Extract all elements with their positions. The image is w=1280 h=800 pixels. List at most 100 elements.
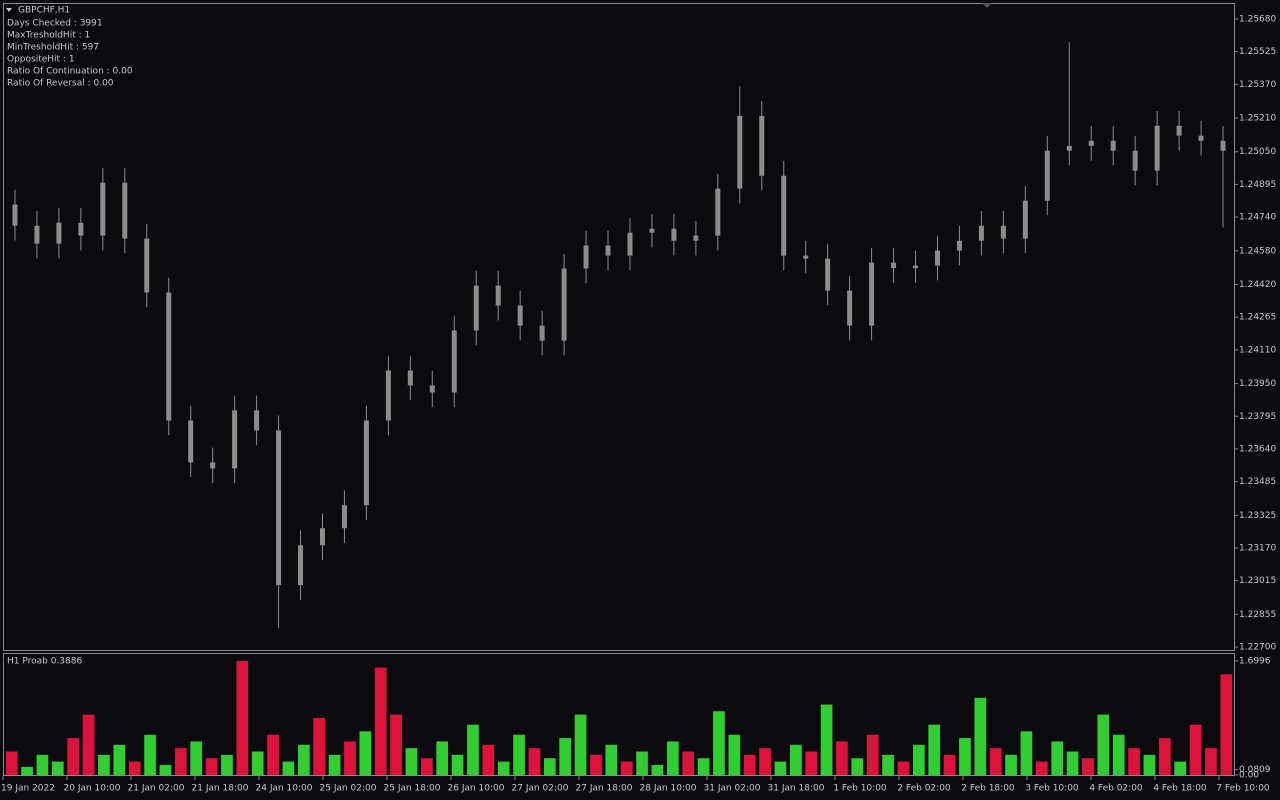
- bar: [236, 660, 249, 775]
- x-tick-label: 7 Feb 10:00: [1216, 784, 1270, 794]
- candle-body: [649, 228, 655, 233]
- bar: [5, 751, 18, 775]
- y-tick-label: 1.22700: [1239, 643, 1276, 653]
- bar: [959, 738, 971, 775]
- bar: [282, 761, 295, 775]
- x-tick-label: 24 Jan 10:00: [256, 784, 313, 794]
- bar: [82, 714, 95, 775]
- bar: [851, 758, 864, 775]
- candle-body: [539, 325, 545, 341]
- y-tick-label: 1.23015: [1239, 576, 1276, 586]
- bar: [866, 734, 879, 775]
- candle-body: [341, 505, 347, 529]
- candle-body: [210, 462, 216, 469]
- candle-body: [34, 225, 40, 244]
- bar: [1005, 754, 1017, 775]
- candle-body: [495, 285, 501, 306]
- bar: [482, 744, 495, 775]
- candle-body: [671, 228, 677, 241]
- candle-body: [759, 115, 765, 176]
- bar: [543, 758, 556, 775]
- bar: [174, 748, 187, 775]
- collapse-icon[interactable]: [6, 8, 12, 12]
- bar: [51, 761, 64, 775]
- bar: [574, 714, 587, 775]
- candle-body: [781, 175, 787, 256]
- candle-body: [978, 225, 984, 241]
- y-tick-label: 1.24265: [1239, 313, 1276, 323]
- x-tick-label: 25 Jan 02:00: [320, 784, 377, 794]
- bar: [928, 724, 941, 775]
- y-tick-label: 1.23170: [1239, 543, 1276, 553]
- y-tick-label: 1.24895: [1239, 180, 1276, 190]
- bar: [67, 738, 80, 775]
- bar: [1035, 761, 1048, 775]
- x-tick-label: 1 Feb 10:00: [833, 784, 887, 794]
- y-tick-label: 1.23640: [1239, 444, 1276, 454]
- candle-body: [891, 262, 897, 269]
- bar: [620, 761, 633, 775]
- bar: [728, 734, 741, 775]
- bar: [251, 751, 264, 775]
- bar: [1189, 724, 1202, 775]
- info-line: Ratio Of Continuation : 0.00: [7, 67, 133, 77]
- bar: [636, 751, 648, 775]
- x-tick-label: 25 Jan 18:00: [384, 784, 441, 794]
- bar: [759, 748, 771, 775]
- bar: [344, 741, 356, 775]
- bar: [190, 741, 203, 775]
- candle-body: [1176, 125, 1182, 136]
- bar: [205, 758, 218, 775]
- bar: [1128, 748, 1140, 775]
- candle-body: [1132, 150, 1138, 171]
- x-tick-label: 27 Jan 18:00: [576, 784, 633, 794]
- y-tick-label: 1.24110: [1239, 345, 1276, 355]
- candle-body: [803, 255, 809, 259]
- x-tick-label: 19 Jan 2022: [1, 784, 55, 794]
- bar: [943, 754, 956, 775]
- bar: [697, 758, 710, 775]
- candle-body: [1000, 225, 1006, 239]
- y-tick-label: 0.00: [1239, 771, 1259, 781]
- y-tick-label: 1.25370: [1239, 80, 1276, 90]
- candle-body: [451, 330, 457, 393]
- candle-body: [869, 262, 875, 326]
- candle-body: [122, 182, 128, 239]
- bar: [405, 748, 418, 775]
- x-tick-label: 21 Jan 18:00: [192, 784, 249, 794]
- y-tick-label: 1.23950: [1239, 379, 1276, 389]
- bar: [451, 754, 464, 775]
- info-line: Days Checked : 3991: [7, 19, 103, 29]
- bar: [1174, 761, 1187, 775]
- bar: [21, 766, 33, 775]
- info-line: MaxTresholdHit : 1: [7, 31, 90, 41]
- candle-body: [561, 268, 567, 341]
- bar: [144, 734, 156, 775]
- y-tick-label: 1.23795: [1239, 412, 1276, 422]
- y-tick-label: 1.24420: [1239, 280, 1276, 290]
- bar: [128, 761, 141, 775]
- y-tick-label: 1.25525: [1239, 47, 1276, 57]
- bar: [1082, 758, 1094, 775]
- candle-body: [144, 238, 150, 293]
- bar: [390, 714, 402, 775]
- candle-body: [166, 292, 172, 421]
- y-tick-label: 1.23485: [1239, 477, 1276, 487]
- y-tick-label: 1.25210: [1239, 114, 1276, 124]
- candle-body: [1198, 135, 1204, 141]
- bar: [713, 711, 725, 775]
- bar: [682, 751, 695, 775]
- bar: [113, 744, 126, 775]
- bar: [897, 761, 910, 775]
- candle-body: [517, 305, 523, 326]
- bar: [989, 748, 1002, 775]
- candle-body: [1088, 140, 1094, 146]
- bar: [513, 734, 525, 775]
- candle-body: [232, 410, 238, 469]
- bar: [1051, 741, 1064, 775]
- x-tick-label: 20 Jan 10:00: [64, 784, 121, 794]
- bar: [528, 748, 541, 775]
- candle-body: [56, 222, 62, 244]
- candle-body: [583, 245, 589, 269]
- candle-body: [188, 420, 194, 463]
